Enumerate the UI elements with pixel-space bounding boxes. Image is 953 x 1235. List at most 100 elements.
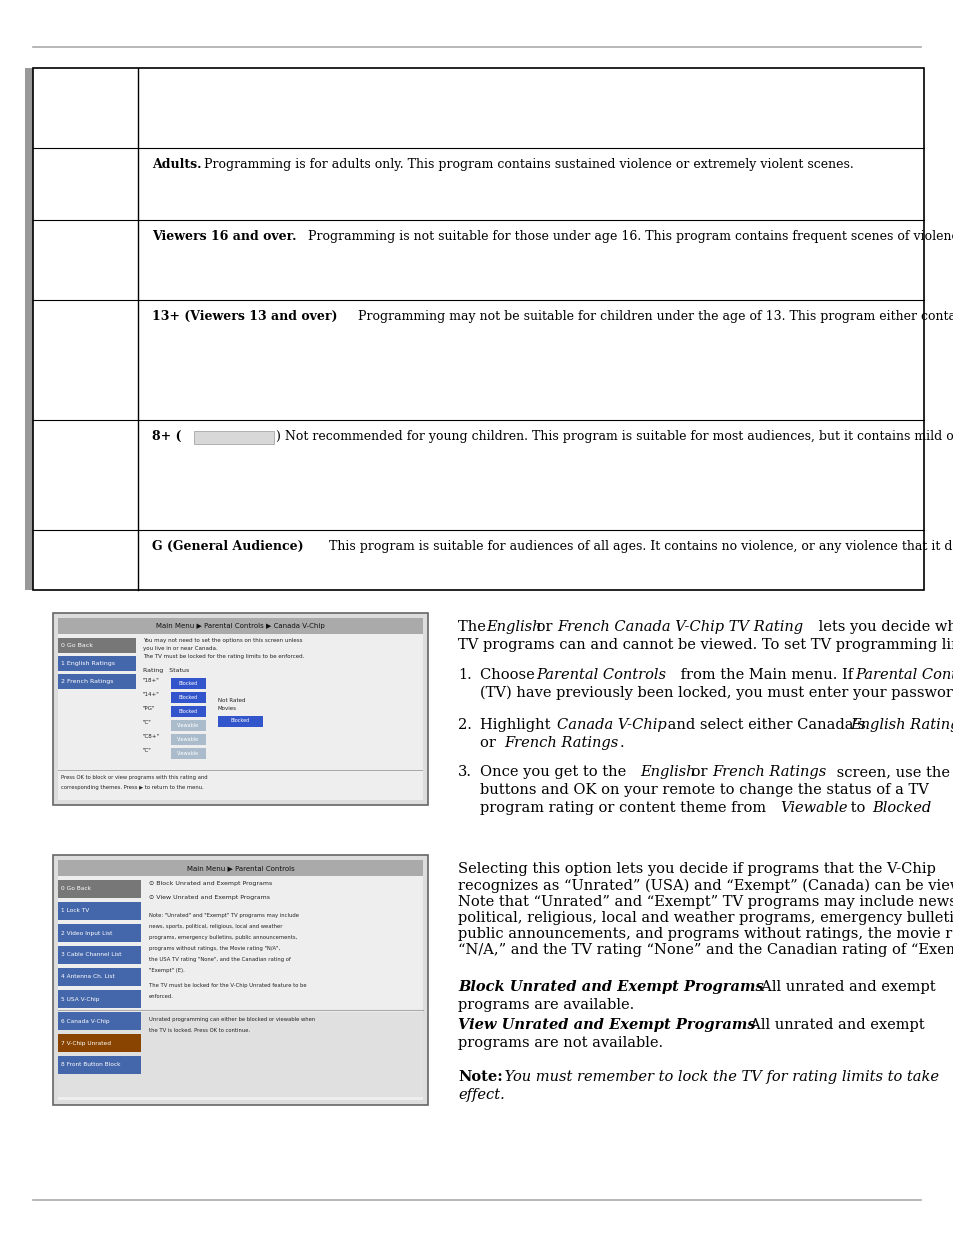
Text: 3.: 3. (457, 764, 472, 779)
Text: 5 USA V-Chip: 5 USA V-Chip (61, 997, 99, 1002)
Text: View Unrated and Exempt Programs: View Unrated and Exempt Programs (457, 1018, 755, 1032)
Text: to: to (845, 802, 869, 815)
Text: This program is suitable for audiences of all ages. It contains no violence, or : This program is suitable for audiences o… (325, 540, 953, 553)
Text: Blocked: Blocked (178, 695, 197, 700)
Text: The: The (457, 620, 490, 634)
Text: ⊙ View Unrated and Exempt Programs: ⊙ View Unrated and Exempt Programs (149, 895, 270, 900)
Bar (58, 1011, 141, 1030)
Text: from the Main menu. If: from the Main menu. If (676, 668, 857, 682)
Text: French Ratings: French Ratings (711, 764, 825, 779)
Text: and select either Canada’s: and select either Canada’s (662, 718, 869, 732)
Text: Viewable: Viewable (176, 737, 199, 742)
Text: Unrated programming can either be blocked or viewable when: Unrated programming can either be blocke… (149, 1016, 314, 1023)
Text: program rating or content theme from: program rating or content theme from (479, 802, 770, 815)
Text: Note: "Unrated" and "Exempt" TV programs may include: Note: "Unrated" and "Exempt" TV programs… (149, 913, 298, 918)
Text: 2.: 2. (457, 718, 472, 732)
Bar (25, 68, 33, 590)
Text: Blocked: Blocked (230, 719, 250, 724)
Text: "C": "C" (143, 748, 152, 753)
Bar (58, 1056, 141, 1074)
Text: "18+": "18+" (143, 678, 159, 683)
Text: "C8+": "C8+" (143, 734, 160, 739)
Text: 2 Video Input List: 2 Video Input List (61, 930, 112, 935)
Bar (58, 968, 141, 986)
Bar (58, 881, 141, 898)
Bar (58, 946, 141, 965)
Text: or: or (479, 736, 500, 750)
Text: Viewable: Viewable (176, 722, 199, 727)
Text: 7 V-Chip Unrated: 7 V-Chip Unrated (61, 1041, 111, 1046)
Bar (53, 613, 428, 805)
Bar (58, 638, 136, 653)
Text: Blocked: Blocked (871, 802, 930, 815)
Text: Not Rated: Not Rated (218, 698, 245, 703)
Text: Main Menu ▶ Parental Controls: Main Menu ▶ Parental Controls (187, 864, 294, 871)
Text: the USA TV rating "None", and the Canadian rating of: the USA TV rating "None", and the Canadi… (149, 957, 291, 962)
Text: All unrated and exempt: All unrated and exempt (740, 1018, 923, 1032)
Text: Selecting this option lets you decide if programs that the V-Chip
recognizes as : Selecting this option lets you decide if… (457, 862, 953, 957)
Text: 6 Canada V-Chip: 6 Canada V-Chip (61, 1019, 110, 1024)
Text: Blocked: Blocked (178, 709, 197, 714)
Text: Choose: Choose (479, 668, 538, 682)
Text: programs are available.: programs are available. (457, 998, 634, 1011)
Text: Programming may not be suitable for children under the age of 13. This program e: Programming may not be suitable for chil… (354, 310, 953, 324)
Text: Blocked: Blocked (178, 680, 197, 685)
Bar (58, 860, 422, 876)
Text: The TV must be locked for the rating limits to be enforced.: The TV must be locked for the rating lim… (143, 655, 304, 659)
Text: 8 Front Button Block: 8 Front Button Block (61, 1062, 120, 1067)
Bar (171, 678, 206, 689)
Text: 0 Go Back: 0 Go Back (61, 887, 91, 892)
Text: You may not need to set the options on this screen unless: You may not need to set the options on t… (143, 638, 302, 643)
Text: Rating   Status: Rating Status (143, 668, 189, 673)
Text: ⊙ Block Unrated and Exempt Programs: ⊙ Block Unrated and Exempt Programs (149, 881, 272, 885)
Text: you live in or near Canada.: you live in or near Canada. (143, 646, 217, 651)
Bar (171, 734, 206, 745)
Text: or: or (686, 764, 711, 779)
Text: programs, emergency bulletins, public announcements,: programs, emergency bulletins, public an… (149, 935, 297, 940)
Bar (171, 706, 206, 718)
Text: Programming is for adults only. This program contains sustained violence or extr: Programming is for adults only. This pro… (200, 158, 853, 170)
Bar (58, 902, 141, 920)
Text: Parental Controls: Parental Controls (854, 668, 953, 682)
Bar (58, 1011, 422, 1097)
Bar (171, 692, 206, 703)
Text: All unrated and exempt: All unrated and exempt (751, 981, 935, 994)
Text: 8+ (: 8+ ( (152, 430, 181, 443)
Bar (58, 618, 422, 800)
Bar (53, 855, 428, 1105)
Text: Parental Controls: Parental Controls (536, 668, 665, 682)
Bar (58, 674, 136, 689)
Text: 2 French Ratings: 2 French Ratings (61, 679, 113, 684)
Text: lets you decide which: lets you decide which (813, 620, 953, 634)
Text: effect.: effect. (457, 1088, 504, 1102)
Text: the TV is locked. Press OK to continue.: the TV is locked. Press OK to continue. (149, 1028, 250, 1032)
Text: 1 Lock TV: 1 Lock TV (61, 909, 90, 914)
Text: programs are not available.: programs are not available. (457, 1036, 662, 1050)
Text: .: . (619, 736, 624, 750)
Text: The TV must be locked for the V-Chip Unrated feature to be: The TV must be locked for the V-Chip Unr… (149, 983, 306, 988)
Text: Viewable: Viewable (176, 751, 199, 756)
Text: enforced.: enforced. (149, 994, 173, 999)
Text: or: or (532, 620, 557, 634)
Text: 0 Go Back: 0 Go Back (61, 643, 92, 648)
Text: Adults.: Adults. (152, 158, 201, 170)
Text: Once you get to the: Once you get to the (479, 764, 630, 779)
Text: Highlight: Highlight (479, 718, 555, 732)
Text: ) Not recommended for young children. This program is suitable for most audience: ) Not recommended for young children. Th… (275, 430, 953, 443)
Text: news, sports, political, religious, local and weather: news, sports, political, religious, loca… (149, 924, 282, 929)
Text: Canada V-Chip: Canada V-Chip (557, 718, 666, 732)
Bar (58, 860, 422, 1100)
Text: corresponding themes. Press ▶ to return to the menu.: corresponding themes. Press ▶ to return … (61, 785, 204, 790)
Text: English: English (485, 620, 541, 634)
Bar (58, 990, 141, 1008)
Text: Movies: Movies (218, 706, 236, 711)
Text: screen, use the arrow: screen, use the arrow (831, 764, 953, 779)
Text: French Ratings: French Ratings (503, 736, 618, 750)
Text: Viewable: Viewable (780, 802, 846, 815)
Bar (171, 748, 206, 760)
Bar (58, 924, 141, 942)
Text: French Canada V-Chip TV Rating: French Canada V-Chip TV Rating (557, 620, 802, 634)
Bar (171, 720, 206, 731)
Text: Block Unrated and Exempt Programs: Block Unrated and Exempt Programs (457, 981, 763, 994)
Bar (58, 618, 422, 634)
